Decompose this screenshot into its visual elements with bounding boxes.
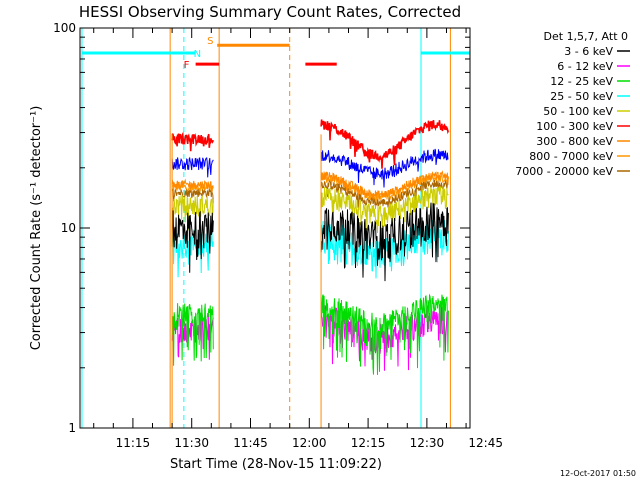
series-trace-blue-band-0 (171, 156, 214, 178)
y-tick-label-0: 1 (68, 421, 76, 435)
series-trace-25-50-keV-0 (171, 228, 214, 278)
legend-label-0: 3 - 6 keV (564, 45, 613, 58)
legend-label-5: 100 - 300 keV (536, 120, 613, 133)
series-trace-100-300-keV-0 (171, 131, 215, 152)
flag-label-N: N (194, 49, 201, 60)
timestamp-label: 12-Oct-2017 01:50 (560, 469, 636, 478)
series-trace-50-100-keV-0 (171, 195, 214, 231)
legend-header: Det 1,5,7, Att 0 (544, 30, 628, 43)
series-trace-3-6-keV-1 (320, 202, 449, 282)
series-trace-12-25-keV-1 (320, 293, 449, 375)
legend-label-6: 300 - 800 keV (536, 135, 613, 148)
series-trace-100-300-keV-1 (320, 119, 450, 169)
x-axis: 11:15 11:30 11:45 12:00 12:15 12:30 12:45 (93, 28, 503, 450)
legend-label-2: 12 - 25 keV (550, 75, 613, 88)
x-tick-label-5: 12:30 (410, 436, 445, 450)
y-axis: 1 10 100 (53, 21, 470, 435)
series-trace-3-6-keV-0 (171, 210, 214, 273)
series-trace-300-800-keV-0 (171, 178, 214, 193)
legend-label-8: 7000 - 20000 keV (515, 165, 613, 178)
legend-label-7: 800 - 7000 keV (529, 150, 613, 163)
x-axis-label: Start Time (28-Nov-15 11:09:22) (170, 457, 382, 472)
legend-label-1: 6 - 12 keV (557, 60, 613, 73)
x-tick-label-0: 11:15 (116, 436, 151, 450)
series-trace-12-25-keV-0 (171, 303, 214, 366)
flag-label-F: F (184, 60, 190, 71)
plot-content (81, 28, 470, 428)
series-trace-300-800-keV-1 (320, 170, 449, 200)
x-tick-label-4: 12:15 (351, 436, 386, 450)
legend-label-3: 25 - 50 keV (550, 90, 613, 103)
series-trace-7000-20000-keV-1 (320, 179, 449, 209)
legend-label-4: 50 - 100 keV (543, 105, 613, 118)
x-tick-label-2: 11:45 (233, 436, 268, 450)
flag-label-S: S (207, 36, 213, 47)
series-trace-blue-band-1 (320, 148, 449, 188)
plot-area: NS F (81, 28, 470, 428)
x-tick-label-1: 11:30 (174, 436, 209, 450)
series-trace-7000-20000-keV-0 (171, 188, 214, 203)
chart-title: HESSI Observing Summary Count Rates, Cor… (79, 3, 461, 21)
y-tick-label-2: 100 (53, 21, 76, 35)
y-axis-label: Corrected Count Rate (s⁻¹ detector⁻¹) (29, 106, 44, 351)
x-tick-label-3: 12:00 (292, 436, 327, 450)
series-trace-50-100-keV-1 (320, 186, 449, 234)
legend: Det 1,5,7, Att 0 3 - 6 keV 6 - 12 keV 12 -… (515, 30, 630, 178)
y-tick-label-1: 10 (61, 221, 76, 235)
x-tick-label-6: 12:45 (468, 436, 503, 450)
